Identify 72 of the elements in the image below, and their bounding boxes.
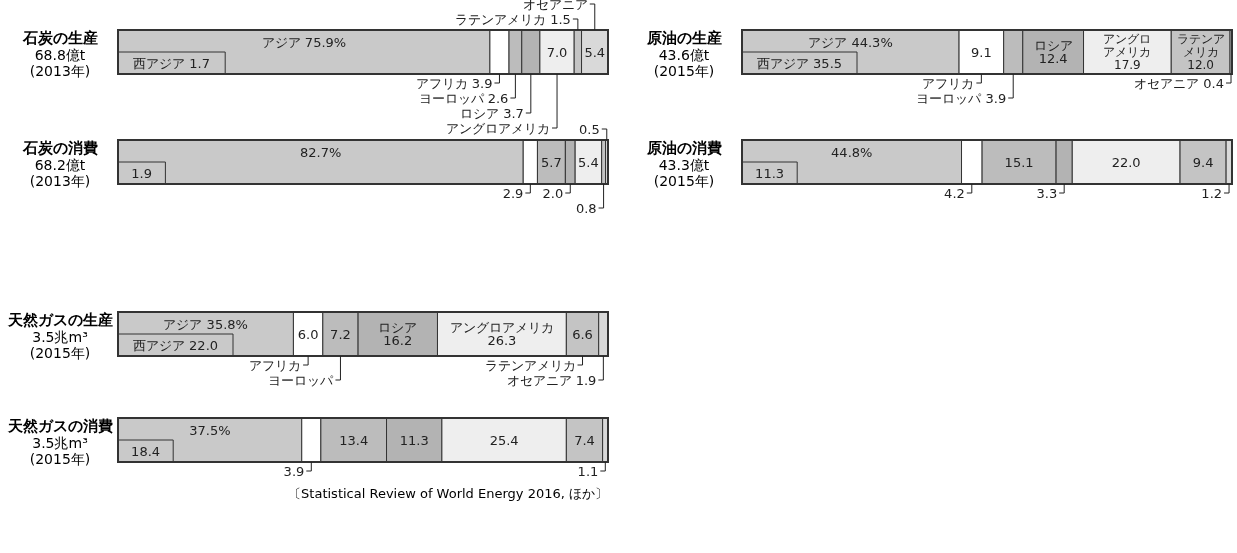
chart-title: 石炭の生産: [21, 29, 98, 47]
series-label: アフリカ: [249, 358, 302, 373]
data-label: 1.2: [1201, 186, 1223, 201]
data-label: 82.7%: [299, 144, 342, 160]
data-label: 3.3: [1036, 186, 1058, 201]
annotation: 西アジア 1.7: [133, 55, 211, 71]
data-label: 26.3: [487, 333, 517, 348]
series-label: アングロアメリカ: [449, 320, 554, 335]
series-label: ラテンアメリカ: [484, 358, 576, 373]
annotation: 11.3: [755, 165, 785, 181]
chart-title: 天然ガスの消費: [6, 417, 113, 435]
text: 43.6億t (2015年): [653, 47, 715, 79]
data-label: 0.8: [575, 201, 597, 216]
data-label: 22.0: [1111, 154, 1141, 170]
annotation: 西アジア 22.0: [132, 337, 219, 353]
data-label: 44.8%: [831, 144, 873, 160]
series-label: オセアニア: [522, 0, 588, 12]
data-label: 5.7: [541, 154, 562, 170]
series-label: ヨーロッパ: [268, 373, 335, 388]
text: オセアニア 1.9: [506, 373, 597, 388]
chart-title: 原油の消費: [645, 139, 722, 157]
chart-title: 原油の生産: [645, 29, 722, 47]
text: アフリカ 3.9: [415, 76, 493, 91]
data-label: 5.4: [584, 44, 606, 60]
text: アジア 75.9%: [261, 34, 347, 50]
data-label: 9.1: [971, 44, 992, 60]
text: 68.8億t (2013年): [29, 47, 91, 79]
series-label: アフリカ: [922, 76, 975, 91]
data-label: 7.4: [574, 432, 595, 448]
series-label: ロシア: [1033, 38, 1073, 53]
data-label: 2.9: [502, 186, 524, 201]
annotation: 1.9: [131, 165, 153, 181]
data-label: 15.1: [1004, 154, 1034, 170]
annotation: 18.4: [131, 443, 161, 459]
data-label: 25.4: [489, 432, 519, 448]
data-label: 6.6: [572, 326, 593, 342]
data-label: 5.4: [578, 154, 599, 170]
text: ラテンアメリカ 1.5: [455, 12, 571, 27]
data-label: 6.0: [297, 326, 319, 342]
text: 3.5兆m³ (2015年): [29, 329, 91, 361]
series-label: アングロアメリカ: [1103, 32, 1152, 59]
series-label: ロシア: [378, 320, 418, 335]
text: 43.3億t (2015年): [653, 157, 715, 189]
data-label: 11.3: [399, 432, 429, 448]
data-label: 9.4: [1192, 154, 1214, 170]
chart-title: 石炭の消費: [21, 139, 98, 157]
data-label: 0.5: [579, 122, 600, 137]
text: 〔Statistical Review of World Energy 2016, ほか〕: [288, 486, 608, 501]
data-label: 7.2: [330, 326, 351, 342]
text: ヨーロッパ 2.6: [418, 91, 509, 106]
data-label: 12.0: [1187, 58, 1214, 72]
text: ヨーロッパ 3.9: [916, 91, 1007, 106]
text: アジア 44.3%: [808, 34, 893, 50]
data-label: 13.4: [339, 432, 369, 448]
data-label: 16.2: [383, 333, 413, 348]
data-label: 12.4: [1038, 51, 1068, 66]
data-label: 17.9: [1114, 58, 1141, 72]
data-label: 4.2: [944, 186, 965, 201]
annotation: 西アジア 35.5: [756, 55, 843, 71]
text: 68.2億t (2013年): [29, 157, 91, 189]
data-label: 7.0: [546, 44, 568, 60]
series-label: ラテンアメリカ: [1176, 32, 1225, 59]
data-label: 1.1: [577, 464, 599, 479]
data-label: 3.9: [283, 464, 305, 479]
text: アングロアメリカ: [446, 121, 551, 136]
data-label: 2.0: [542, 186, 564, 201]
text: ロシア 3.7: [460, 106, 524, 121]
text: オセアニア 0.4: [1134, 76, 1225, 91]
data-label: 37.5%: [189, 422, 231, 438]
text: 3.5兆m³ (2015年): [29, 435, 91, 467]
text: アジア 35.8%: [163, 316, 248, 332]
chart-title: 天然ガスの生産: [6, 311, 113, 329]
